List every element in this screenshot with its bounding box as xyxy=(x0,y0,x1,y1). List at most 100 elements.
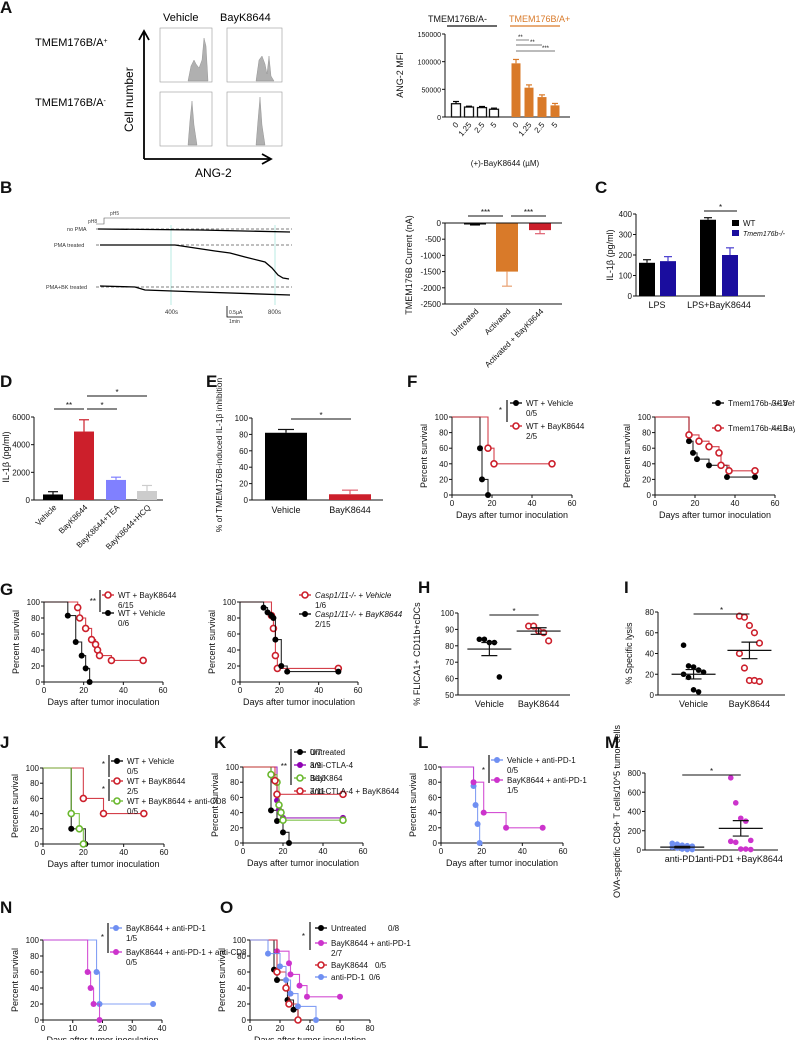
x-tick-label: 20 xyxy=(477,847,486,856)
chart-g-survival-casp: 0 20 40 60 80 100 0 20 40 60 Days after tumor inoc… xyxy=(207,591,403,707)
panel-label-g: G xyxy=(0,580,14,599)
legend-label: WT + Vehicle xyxy=(118,609,166,618)
data-point xyxy=(79,794,88,803)
bar xyxy=(550,105,560,117)
data-point xyxy=(93,969,100,975)
significance-label: * xyxy=(102,760,105,769)
x-tick-label: 0 xyxy=(248,1024,253,1033)
legend-swatch-wt xyxy=(732,220,739,226)
data-point xyxy=(302,611,308,617)
legend-count: 2/7 xyxy=(331,949,343,958)
group-label-neg: TMEM176B/A- xyxy=(428,14,487,24)
col-label-bayk8644: BayK8644 xyxy=(220,12,271,24)
legend-label: BayK8644 + anti-PD-1 xyxy=(331,939,411,948)
y-tick-label: -1000 xyxy=(421,251,442,260)
y-tick-label: 6000 xyxy=(12,413,30,422)
x-tick-label: 0 xyxy=(439,847,444,856)
data-point xyxy=(752,474,758,481)
x-tick-label: 5 xyxy=(550,120,560,130)
panel-label-m: M xyxy=(605,733,620,752)
data-point xyxy=(140,809,148,818)
data-point xyxy=(272,636,279,643)
y-tick-label: 80 xyxy=(239,430,248,439)
y-tick-label: 0 xyxy=(232,678,237,687)
data-point xyxy=(335,668,342,675)
data-point xyxy=(714,424,722,432)
panel-label-k: K xyxy=(214,733,227,752)
y-axis-label: % Specific lysis xyxy=(624,622,634,685)
panel-label-c: C xyxy=(595,178,608,197)
bar xyxy=(496,223,518,272)
bar xyxy=(524,87,534,117)
bar xyxy=(660,261,676,296)
data-point xyxy=(724,474,730,481)
scale-bar-current: 0.5µA xyxy=(229,310,243,316)
legend-count: 3/13 xyxy=(772,399,788,408)
legend-count: 2/15 xyxy=(315,620,331,629)
data-point xyxy=(732,839,739,846)
x-tick-label: 0 xyxy=(41,1024,46,1033)
y-tick-label: 60 xyxy=(237,968,246,977)
time-mark-400s: 400s xyxy=(165,310,178,316)
data-point xyxy=(286,840,292,846)
panel-label-a: A xyxy=(0,0,13,17)
data-point xyxy=(339,816,347,824)
significance-label: * xyxy=(101,933,104,942)
ph8-label: pH8 xyxy=(88,219,97,225)
x-tick-label: 80 xyxy=(366,1024,375,1033)
x-tick-label: BayK8644 xyxy=(729,699,771,709)
x-tick-label: 5 xyxy=(489,120,499,130)
y-tick-label: 0 xyxy=(437,115,441,122)
y-tick-label: 60 xyxy=(230,793,239,802)
legend-label: Casp1/11-/- + BayK8644 xyxy=(315,610,403,619)
legend-label-ko: Tmem176b-/- xyxy=(743,231,786,238)
y-tick-label: -500 xyxy=(425,235,442,244)
y-tick-label: 60 xyxy=(645,629,654,638)
significance-label: *** xyxy=(524,208,533,217)
data-point xyxy=(113,925,119,931)
data-point xyxy=(737,815,744,822)
data-point xyxy=(503,824,510,831)
y-tick-label: 200 xyxy=(628,827,642,836)
data-point xyxy=(84,969,91,975)
data-point xyxy=(99,809,108,818)
xlabel-ang2: ANG-2 xyxy=(195,166,232,180)
y-axis-label: % of TMEM176B-induced IL-1β inhibition xyxy=(214,377,224,532)
data-point xyxy=(494,777,500,783)
data-point xyxy=(87,635,96,644)
row-label-tmem-pos: TMEM176B/A+ xyxy=(35,37,108,49)
legend-label: WT + BayK8644 xyxy=(118,591,177,600)
x-tick-label: 20 xyxy=(79,686,88,695)
bar xyxy=(329,494,371,500)
data-point xyxy=(727,775,734,781)
data-point xyxy=(273,790,281,799)
survival-curve xyxy=(250,939,340,998)
y-tick-label: -1500 xyxy=(421,268,442,277)
legend-label: Untreated xyxy=(310,748,345,757)
data-point xyxy=(318,974,324,980)
data-point xyxy=(706,462,712,469)
x-tick-label: LPS xyxy=(648,300,665,310)
data-point xyxy=(337,993,343,1000)
data-point xyxy=(280,829,286,836)
data-point xyxy=(727,838,734,845)
y-tick-label: 20 xyxy=(227,662,236,671)
survival-curve xyxy=(43,767,144,815)
x-axis-label: Days after tumor inoculation xyxy=(47,697,159,707)
significance-label: * xyxy=(102,785,105,794)
legend-label: WT + BayK8644 xyxy=(526,422,585,431)
data-point xyxy=(290,1006,297,1013)
y-tick-label: 60 xyxy=(31,630,40,639)
legend-label: BayK864 xyxy=(310,774,343,783)
y-tick-label: 70 xyxy=(445,658,454,667)
y-axis-label: Percent survival xyxy=(419,424,429,488)
y-tick-label: 100 xyxy=(27,598,41,607)
panel-label-i: I xyxy=(624,578,629,597)
y-tick-label: 150000 xyxy=(418,32,441,39)
y-tick-label: 80 xyxy=(227,614,236,623)
data-point xyxy=(86,679,93,685)
significance-label: * xyxy=(482,766,485,775)
chart-h-flica: 50 60 70 80 90 100 % FLICA1+ CD11b+cDCs Vehicle… xyxy=(412,602,570,709)
